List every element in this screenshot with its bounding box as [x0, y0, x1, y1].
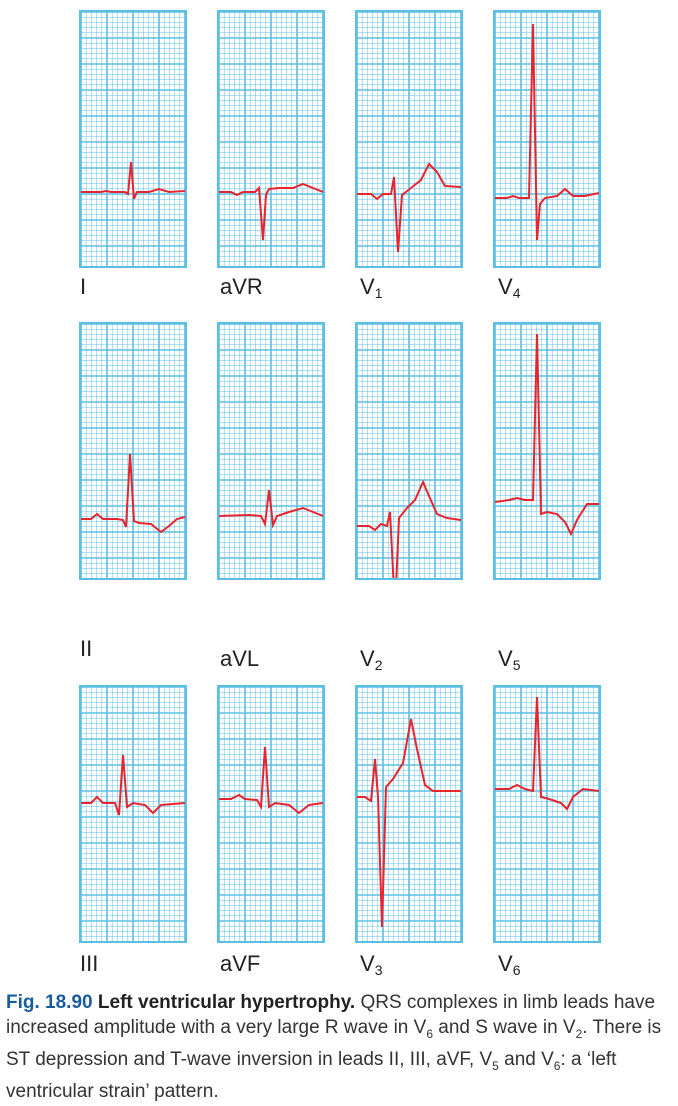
ecg-strip-aVL: [217, 322, 325, 580]
ecg-trace-V3: [357, 718, 461, 928]
ecg-strip-V3: [355, 685, 463, 943]
caption-sub-1: 6: [426, 1026, 433, 1041]
caption-sub-3: 5: [492, 1058, 499, 1073]
lead-label-aVL: aVL: [220, 646, 260, 671]
ecg-trace-III: [81, 754, 185, 816]
lead-label-V5: V5: [498, 646, 521, 673]
lead-label-V3: V3: [360, 951, 383, 978]
figure-title: Left ventricular hypertrophy.: [97, 992, 356, 1013]
ecg-trace-V4: [495, 23, 599, 241]
caption-sub-2: 2: [575, 1026, 583, 1041]
ecg-trace-V5: [495, 333, 599, 537]
lead-label-V4: V4: [498, 274, 521, 301]
ecg-strip-aVR: [217, 10, 325, 268]
ecg-strip-aVF: [217, 685, 325, 943]
ecg-trace-V1: [357, 162, 461, 253]
ecg-strip-III: [79, 685, 187, 943]
ecg-trace-V6: [495, 696, 599, 811]
ecg-trace-aVR: [219, 182, 323, 241]
ecg-trace-I: [81, 161, 185, 200]
lead-label-V6: V6: [498, 951, 521, 978]
caption-text-5: : a ‘left ventricular strain’ pattern.: [6, 1048, 617, 1102]
caption-text-4: and V: [498, 1048, 554, 1070]
figure-caption: Fig. 18.90 Left ventricular hypertrophy.…: [6, 990, 670, 1104]
ecg-trace-aVL: [219, 489, 323, 529]
caption-text-2: and S wave in V: [433, 1017, 576, 1038]
ecg-strip-V4: [493, 10, 601, 268]
lead-label-II: II: [80, 636, 93, 661]
ecg-trace-V2: [357, 479, 461, 578]
caption-text-1: QRS complexes in limb leads have increas…: [6, 992, 656, 1038]
caption-sub-4: 6: [553, 1058, 561, 1073]
caption-text-3: . There is ST depression and T-wave inve…: [6, 1017, 662, 1070]
lead-label-III: III: [80, 951, 99, 976]
lead-label-aVF: aVF: [220, 951, 261, 976]
ecg-strip-I: [79, 10, 187, 268]
lead-label-V1: V1: [360, 274, 383, 301]
ecg-strip-V1: [355, 10, 463, 268]
lead-label-I: I: [80, 274, 87, 299]
ecg-trace-II: [81, 453, 185, 534]
ecg-trace-aVF: [219, 746, 323, 815]
lead-label-V2: V2: [360, 646, 383, 673]
ecg-strip-V5: [493, 322, 601, 580]
figure-number: Fig. 18.90: [6, 992, 93, 1013]
ecg-strip-V2: [355, 322, 463, 580]
ecg-strip-II: [79, 322, 187, 580]
ecg-strip-V6: [493, 685, 601, 943]
lead-label-aVR: aVR: [220, 274, 263, 299]
